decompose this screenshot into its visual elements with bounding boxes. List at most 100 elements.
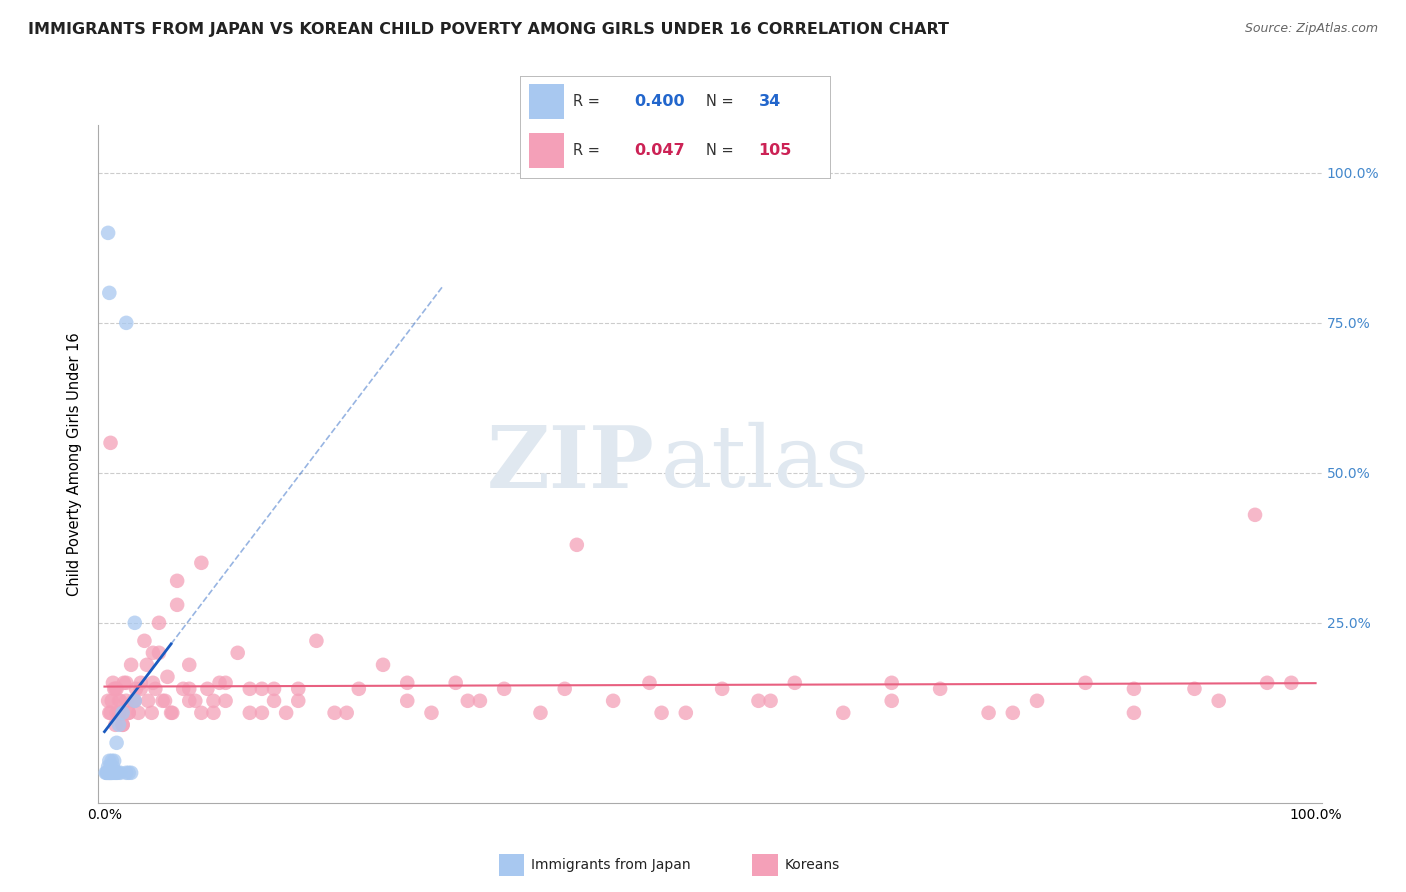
Point xyxy=(108,694,131,708)
Point xyxy=(122,694,145,708)
Point xyxy=(263,681,285,696)
Point xyxy=(444,675,467,690)
Point xyxy=(110,706,132,720)
Point xyxy=(100,765,122,780)
Point xyxy=(160,706,183,720)
Point xyxy=(711,681,734,696)
Point xyxy=(214,675,236,690)
Point xyxy=(111,718,134,732)
Point xyxy=(98,754,121,768)
Point xyxy=(134,633,156,648)
Point xyxy=(112,675,135,690)
Point xyxy=(1001,706,1024,720)
Bar xyxy=(530,133,564,168)
Point xyxy=(100,706,122,720)
Point xyxy=(100,694,122,708)
Point xyxy=(97,694,120,708)
Text: Immigrants from Japan: Immigrants from Japan xyxy=(531,858,692,872)
Point xyxy=(101,760,124,774)
Point xyxy=(305,633,328,648)
Point xyxy=(287,694,309,708)
Point xyxy=(1122,706,1144,720)
Point xyxy=(347,681,370,696)
Point xyxy=(554,681,576,696)
Point xyxy=(323,706,346,720)
Point xyxy=(98,706,121,720)
Text: 0.047: 0.047 xyxy=(634,144,685,158)
Point xyxy=(125,681,148,696)
Point xyxy=(287,681,309,696)
Point xyxy=(104,765,127,780)
Point xyxy=(675,706,697,720)
Point xyxy=(124,615,146,630)
Point xyxy=(120,765,142,780)
Point xyxy=(153,694,176,708)
Point xyxy=(250,681,273,696)
Point xyxy=(118,765,141,780)
Bar xyxy=(530,84,564,119)
Point xyxy=(115,675,138,690)
Point xyxy=(110,765,132,780)
Point xyxy=(100,435,122,450)
Point xyxy=(263,694,285,708)
Point xyxy=(115,316,138,330)
Point xyxy=(101,675,124,690)
Point xyxy=(124,694,146,708)
Point xyxy=(396,675,419,690)
Point xyxy=(179,681,201,696)
Point xyxy=(420,706,443,720)
Text: ZIP: ZIP xyxy=(488,422,655,506)
Point xyxy=(98,285,121,300)
Point xyxy=(977,706,1000,720)
Point xyxy=(1208,694,1230,708)
Point xyxy=(96,765,118,780)
Point xyxy=(759,694,782,708)
Text: 34: 34 xyxy=(758,94,780,109)
Point xyxy=(250,706,273,720)
Point xyxy=(1122,681,1144,696)
Text: N =: N = xyxy=(706,144,738,158)
Point xyxy=(156,670,179,684)
Point xyxy=(468,694,491,708)
Point xyxy=(880,675,903,690)
Point xyxy=(96,765,118,780)
Point xyxy=(118,706,141,720)
Point xyxy=(747,694,769,708)
Text: IMMIGRANTS FROM JAPAN VS KOREAN CHILD POVERTY AMONG GIRLS UNDER 16 CORRELATION C: IMMIGRANTS FROM JAPAN VS KOREAN CHILD PO… xyxy=(28,22,949,37)
Point xyxy=(148,615,170,630)
Point xyxy=(396,694,419,708)
Point xyxy=(166,598,188,612)
Point xyxy=(832,706,855,720)
Point xyxy=(1184,681,1206,696)
Point xyxy=(457,694,479,708)
Point xyxy=(142,646,165,660)
Point xyxy=(142,675,165,690)
Point xyxy=(108,706,131,720)
Point xyxy=(127,706,149,720)
Point xyxy=(97,226,120,240)
Point xyxy=(565,538,588,552)
Point xyxy=(179,694,201,708)
Point xyxy=(226,646,249,660)
Point xyxy=(929,681,952,696)
Point xyxy=(239,706,262,720)
Point xyxy=(104,681,127,696)
Point xyxy=(129,675,152,690)
Text: Koreans: Koreans xyxy=(785,858,839,872)
Point xyxy=(100,765,122,780)
Text: R =: R = xyxy=(572,144,605,158)
Point xyxy=(110,694,132,708)
Point xyxy=(783,675,806,690)
Point xyxy=(101,765,124,780)
Point xyxy=(602,694,624,708)
Point xyxy=(108,718,131,732)
Point xyxy=(336,706,359,720)
Point xyxy=(152,694,174,708)
Point xyxy=(166,574,188,588)
Point xyxy=(143,681,166,696)
Point xyxy=(1244,508,1267,522)
Point xyxy=(202,694,225,708)
Text: 0.400: 0.400 xyxy=(634,94,685,109)
Point xyxy=(135,657,157,672)
Point xyxy=(98,765,121,780)
